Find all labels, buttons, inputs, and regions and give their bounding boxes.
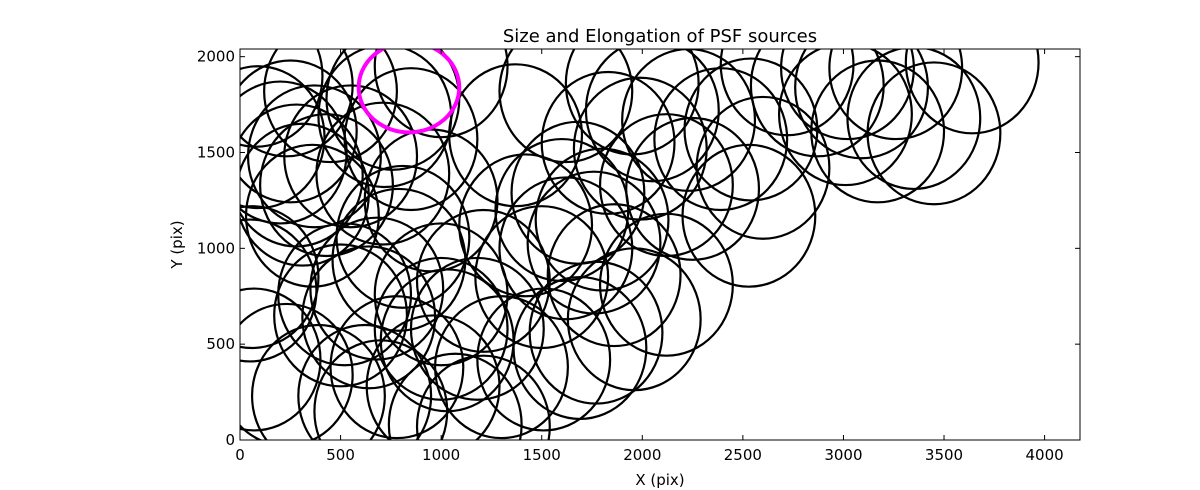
psf-source-ellipse (534, 147, 670, 292)
psf-source-ellipse (283, 84, 419, 229)
psf-source-ellipse (246, 84, 382, 229)
psf-source-ellipse (572, 76, 708, 221)
y-tick-label: 2000 (197, 48, 235, 66)
psf-source-ellipse (240, 302, 354, 440)
psf-source-ellipse (778, 49, 913, 187)
psf-source-ellipse (259, 113, 394, 258)
psf-source-ellipse (528, 260, 664, 405)
psf-source-ellipse (474, 205, 610, 350)
psf-source-ellipse (621, 49, 757, 192)
y-tick-label: 500 (206, 335, 235, 353)
psf-source-ellipse (625, 116, 761, 261)
psf-source-ellipse (810, 59, 946, 204)
psf-source-ellipse (343, 67, 479, 212)
x-tick-label: 500 (326, 446, 355, 464)
psf-source-ellipse (510, 120, 646, 265)
psf-source-ellipse (363, 128, 499, 273)
psf-source-ellipse (331, 187, 467, 332)
psf-source-ellipse (365, 314, 501, 440)
psf-source-ellipse (240, 287, 322, 432)
y-tick-label: 1500 (197, 144, 235, 162)
psf-source-ellipse (434, 295, 569, 440)
psf-source-ellipse (250, 323, 386, 440)
psf-source-ellipse (240, 205, 320, 350)
x-tick-label: 3000 (824, 446, 862, 464)
psf-source-ellipse (683, 57, 819, 202)
x-tick-label: 0 (235, 446, 245, 464)
psf-source-ellipse (780, 49, 915, 141)
psf-source-ellipse (240, 59, 358, 204)
x-tick-label: 2000 (623, 446, 661, 464)
psf-source-ellipse (240, 218, 318, 363)
y-tick-label: 1000 (197, 239, 235, 257)
psf-source-ellipse (546, 203, 682, 348)
psf-source-ellipse (240, 65, 326, 210)
psf-source-ellipse (828, 49, 964, 141)
psf-source-ellipse (415, 354, 551, 440)
x-tick-label: 1000 (422, 446, 460, 464)
x-axis-label: X (pix) (635, 471, 684, 489)
x-tick-label: 2500 (724, 446, 762, 464)
plot-frame (239, 48, 1081, 441)
psf-source-ellipse (244, 143, 380, 288)
ticks-layer: 0 500 1000 1500 2000 2500 3000 3500 4000 0 500 1000… (197, 48, 1080, 464)
psf-source-ellipse (329, 295, 465, 440)
psf-source-ellipse (904, 49, 1040, 135)
psf-source-ellipse (584, 49, 720, 183)
psf-source-ellipse (297, 323, 433, 440)
y-tick-label: 0 (225, 431, 235, 449)
psf-source-ellipse (315, 101, 451, 246)
psf-source-ellipse (313, 339, 449, 440)
x-tick-label: 3500 (925, 446, 963, 464)
psf-source-ellipse (458, 153, 594, 298)
psf-source-ellipse (240, 49, 324, 148)
chart-title: Size and Elongation of PSF sources (503, 26, 817, 47)
psf-source-ellipse (526, 170, 662, 315)
psf-source-ellipse (301, 245, 437, 390)
psf-source-ellipse (273, 243, 409, 388)
y-axis-label: Y (pix) (168, 220, 186, 269)
psf-source-ellipse (564, 49, 700, 156)
psf-source-ellipse (719, 49, 855, 137)
psf-source-ellipse (681, 143, 817, 288)
x-tick-label: 1500 (523, 446, 561, 464)
psf-source-ellipse (695, 95, 831, 240)
highlighted-source-ellipse (356, 49, 462, 135)
psf-source-ellipse (498, 49, 634, 164)
psf-source-ellipse (540, 70, 676, 215)
psf-source-ellipse (794, 49, 930, 160)
psf-source-ellipse (448, 63, 584, 208)
x-tick-label: 4000 (1026, 446, 1064, 464)
sources-layer (240, 49, 1040, 440)
psf-source-ellipse (598, 113, 734, 258)
psf-source-ellipse (263, 49, 398, 164)
psf-source-ellipse (387, 352, 523, 440)
